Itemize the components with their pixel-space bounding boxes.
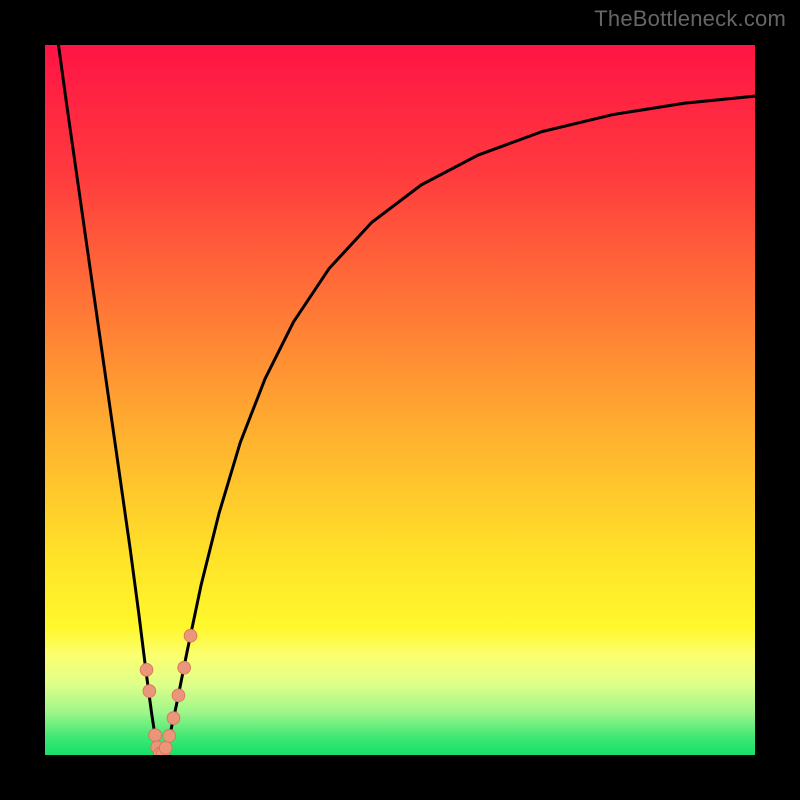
curve-marker [163,729,176,742]
curve-marker [143,685,156,698]
chart-background [45,45,755,755]
curve-marker [167,712,180,725]
curve-marker [178,661,191,674]
chart-stage: TheBottleneck.com [0,0,800,800]
curve-marker [149,729,162,742]
curve-marker [184,629,197,642]
chart-svg [0,0,800,800]
curve-marker [140,663,153,676]
curve-marker [159,742,172,755]
curve-marker [172,689,185,702]
